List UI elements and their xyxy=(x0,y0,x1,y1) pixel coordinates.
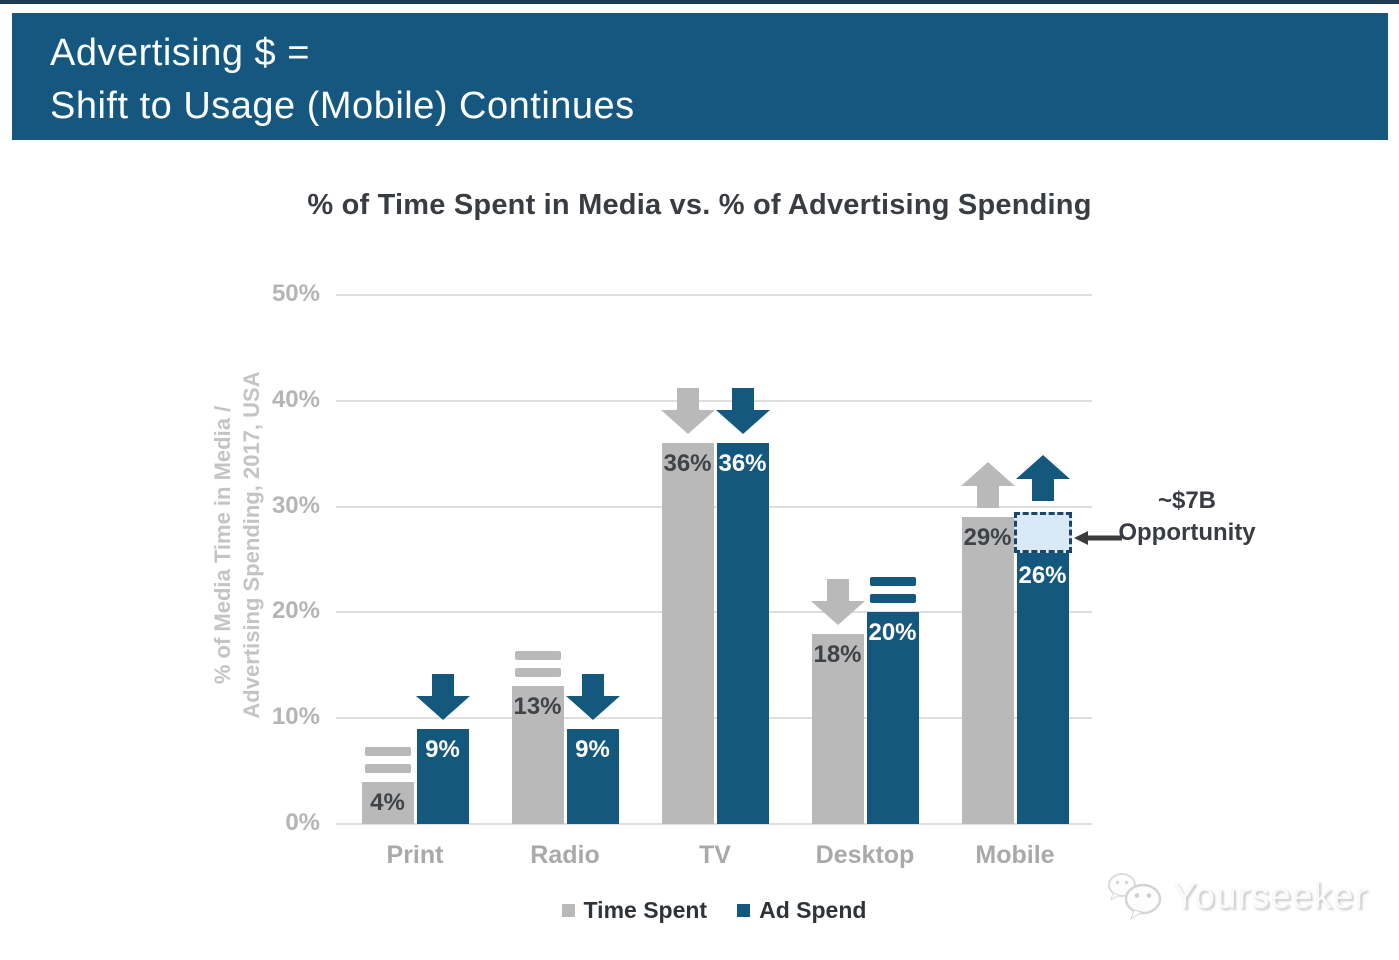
bar-value-label-ad-spend-desktop: 20% xyxy=(868,619,917,647)
bar-value-label-ad-spend-radio: 9% xyxy=(575,735,610,763)
bar-value-label-time-spent-tv: 36% xyxy=(663,450,712,478)
trend-down-icon-ad-spend-print xyxy=(415,673,470,720)
chart-title: % of Time Spent in Media vs. % of Advert… xyxy=(307,189,1092,221)
bar-value-label-time-spent-print: 4% xyxy=(370,788,405,816)
opportunity-box xyxy=(1013,511,1072,553)
x-category-label-mobile: Mobile xyxy=(975,841,1055,869)
left-arrow-icon xyxy=(1074,530,1122,546)
trend-down-icon-ad-spend-radio xyxy=(565,673,620,720)
y-tick-label: 20% xyxy=(271,597,320,625)
bar-ad-spend-desktop xyxy=(866,612,919,824)
x-category-label-desktop: Desktop xyxy=(815,841,915,869)
trend-equal-icon-time-spent-radio xyxy=(514,651,561,678)
x-category-label-tv: TV xyxy=(699,841,731,869)
chart-legend: Time Spent Ad Spend xyxy=(336,897,1092,924)
bar-ad-spend-tv xyxy=(716,443,769,824)
bar-value-label-time-spent-radio: 13% xyxy=(513,693,562,721)
watermark: Yourseeker xyxy=(1106,870,1368,922)
grid-line xyxy=(336,611,1092,614)
grid-line xyxy=(336,717,1092,720)
y-tick-label: 0% xyxy=(285,809,320,836)
watermark-text: Yourseeker xyxy=(1172,875,1368,916)
wechat-logo-icon xyxy=(1106,870,1166,922)
bar-ad-spend-radio xyxy=(566,728,619,824)
bar-time-spent-print xyxy=(361,781,414,824)
header-title-line1: Advertising $ = xyxy=(50,32,310,74)
grid-line xyxy=(336,399,1092,402)
legend-label: Time Spent xyxy=(583,897,708,923)
x-category-label-print: Print xyxy=(386,841,444,869)
trend-up-icon-time-spent-mobile xyxy=(960,462,1015,509)
legend-swatch-icon xyxy=(737,904,751,917)
legend-item-time-spent: Time Spent xyxy=(561,897,708,924)
bar-value-label-ad-spend-mobile: 26% xyxy=(1018,561,1067,589)
trend-equal-icon-ad-spend-desktop xyxy=(869,577,916,604)
grid-line xyxy=(336,294,1092,296)
legend-item-ad-spend: Ad Spend xyxy=(737,897,866,924)
y-tick-label: 40% xyxy=(271,385,320,413)
bar-ad-spend-mobile xyxy=(1016,548,1069,824)
trend-equal-icon-time-spent-print xyxy=(364,746,411,773)
y-tick-label: 50% xyxy=(271,280,320,307)
bar-ad-spend-print xyxy=(416,728,469,824)
trend-down-icon-time-spent-tv xyxy=(660,388,715,435)
top-border-line xyxy=(0,0,1399,4)
y-axis-label-line1: % of Media Time in Media / xyxy=(210,405,235,685)
grid-line xyxy=(336,505,1092,508)
bar-time-spent-desktop xyxy=(811,633,864,824)
trend-down-icon-ad-spend-tv xyxy=(715,388,770,435)
grid-line xyxy=(336,823,1092,825)
trend-up-icon-ad-spend-mobile xyxy=(1015,454,1070,501)
x-category-label-radio: Radio xyxy=(530,841,600,869)
bar-value-label-time-spent-desktop: 18% xyxy=(813,640,862,668)
bar-value-label-ad-spend-print: 9% xyxy=(425,735,460,763)
legend-label: Ad Spend xyxy=(759,897,867,923)
bar-time-spent-tv xyxy=(661,443,714,824)
y-tick-label: 10% xyxy=(271,703,320,731)
header-title-line2: Shift to Usage (Mobile) Continues xyxy=(50,85,635,127)
header-banner: Advertising $ = Shift to Usage (Mobile) … xyxy=(12,13,1388,140)
opportunity-text-label: Opportunity xyxy=(1118,519,1256,546)
legend-swatch-icon xyxy=(561,904,575,917)
bar-value-label-time-spent-mobile: 29% xyxy=(963,524,1012,552)
bar-time-spent-mobile xyxy=(961,517,1014,824)
bar-value-label-ad-spend-tv: 36% xyxy=(718,450,767,478)
trend-down-icon-time-spent-desktop xyxy=(810,578,865,625)
y-tick-label: 30% xyxy=(271,491,320,519)
opportunity-value-label: ~$7B xyxy=(1157,487,1217,514)
bar-time-spent-radio xyxy=(511,686,564,824)
